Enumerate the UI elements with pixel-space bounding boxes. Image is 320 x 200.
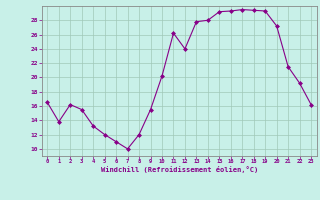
X-axis label: Windchill (Refroidissement éolien,°C): Windchill (Refroidissement éolien,°C) — [100, 166, 258, 173]
